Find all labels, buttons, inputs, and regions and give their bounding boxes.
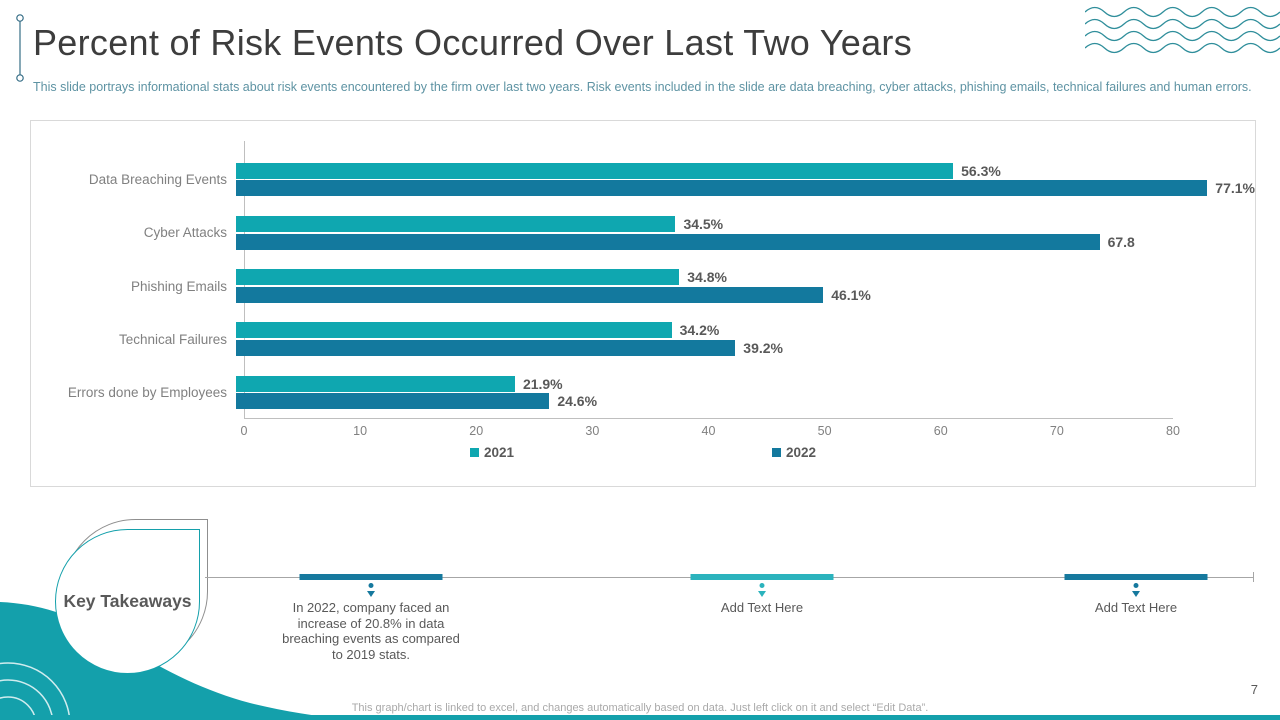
bar-value-label: 21.9% — [522, 375, 563, 392]
timeline-caption: In 2022, company faced an increase of 20… — [282, 600, 460, 662]
chart-row: Data Breaching Events 56.3% 77.1% — [31, 153, 1255, 206]
bar-line: 34.8% — [236, 269, 1255, 286]
timeline-end-tick — [1253, 572, 1254, 582]
bar-line: 21.9% — [236, 375, 1255, 392]
timeline-segment — [690, 574, 834, 580]
bar-value-label: 34.8% — [687, 269, 727, 286]
x-axis-tick-label: 0 — [240, 424, 248, 438]
bar-value-label: 34.2% — [679, 322, 720, 339]
page-title: Percent of Risk Events Occurred Over Las… — [33, 22, 913, 63]
bar-line: 34.2% — [236, 322, 1255, 339]
bar-line: 34.5% — [236, 216, 1255, 233]
bar-group: 56.3% 77.1% — [236, 161, 1255, 198]
timeline-arrow-down-icon — [758, 591, 766, 597]
x-axis-tick-label: 50 — [817, 424, 832, 438]
bar-2021 — [236, 162, 954, 179]
timeline-segment — [299, 574, 443, 580]
bar-2021 — [236, 322, 672, 339]
chart-row: Cyber Attacks 34.5% 67.8 — [31, 206, 1255, 259]
category-label: Phishing Emails — [130, 278, 227, 294]
x-axis-tick-label: 80 — [1166, 424, 1180, 438]
chart-panel[interactable]: Data Breaching Events 56.3% 77.1% Cyber Att… — [30, 120, 1256, 487]
timeline-arrow-down-icon — [367, 591, 375, 597]
bar-line: 67.8 — [236, 233, 1255, 250]
chart-legend: 2021 2022 — [31, 445, 1255, 460]
bar-value-label: 34.5% — [683, 216, 724, 233]
footer-note: This graph/chart is linked to excel, and… — [351, 702, 929, 714]
title-accent-line-icon — [16, 14, 24, 82]
bar-2022 — [236, 339, 736, 356]
category-label: Errors done by Employees — [67, 384, 227, 400]
page-number: 7 — [1250, 682, 1258, 697]
legend-label: 2021 — [483, 445, 514, 460]
bar-line: 46.1% — [236, 286, 1255, 303]
bar-value-label: 77.1% — [1215, 180, 1255, 197]
timeline-caption-placeholder[interactable]: Add Text Here — [720, 600, 804, 615]
x-axis-tick-label: 30 — [585, 424, 600, 438]
bar-2021 — [236, 269, 680, 286]
bar-2022 — [236, 286, 824, 303]
timeline-dot-icon — [1133, 583, 1139, 588]
x-axis-tick-label: 40 — [701, 424, 716, 438]
timeline-dot-icon — [759, 583, 765, 588]
category-label: Technical Failures — [118, 331, 227, 347]
bar-2021 — [236, 375, 515, 392]
bar-group: 34.5% 67.8 — [236, 215, 1255, 252]
bar-line: 39.2% — [236, 339, 1255, 356]
page-subtitle: This slide portrays informational stats … — [33, 80, 1252, 94]
legend-label: 2022 — [786, 445, 817, 460]
wave-lines-icon — [1085, 6, 1280, 54]
timeline-dot-icon — [368, 583, 374, 588]
timeline-segment — [1064, 574, 1208, 580]
bar-value-label: 67.8 — [1107, 233, 1135, 250]
timeline-caption-placeholder[interactable]: Add Text Here — [1094, 600, 1178, 615]
x-axis-ticks: 0 10 20 30 40 50 60 70 80 — [240, 424, 1180, 440]
bar-value-label: 46.1% — [831, 286, 871, 303]
takeaways-heading: Key Takeaways — [63, 591, 192, 611]
bottom-accent-strip — [0, 715, 1280, 720]
bar-2022 — [236, 180, 1208, 197]
bar-group: 34.2% 39.2% — [236, 321, 1255, 358]
legend-item: 2022 — [772, 445, 816, 460]
legend-item: 2021 — [469, 445, 514, 460]
chart-rows: Data Breaching Events 56.3% 77.1% Cyber Att… — [31, 153, 1255, 419]
bar-line: 24.6% — [236, 393, 1255, 410]
bar-2022 — [236, 233, 1100, 250]
chart-row: Errors done by Employees 21.9% 24.6% — [31, 366, 1255, 419]
legend-swatch-icon — [469, 448, 479, 457]
bar-value-label: 39.2% — [743, 339, 783, 356]
timeline-arrow-down-icon — [1132, 591, 1140, 597]
x-axis-tick-label: 10 — [353, 424, 368, 438]
chart-row: Phishing Emails 34.8% 46.1% — [31, 259, 1255, 312]
takeaways-shape: Key Takeaways — [55, 529, 200, 674]
bar-group: 34.8% 46.1% — [236, 268, 1255, 305]
category-label: Data Breaching Events — [88, 172, 227, 188]
x-axis-tick-label: 20 — [469, 424, 484, 438]
bar-line: 77.1% — [236, 180, 1255, 197]
bar-2021 — [236, 216, 676, 233]
bar-2022 — [236, 393, 550, 410]
x-axis-tick-label: 70 — [1049, 424, 1064, 438]
category-label: Cyber Attacks — [143, 225, 227, 241]
x-axis-tick-label: 60 — [933, 424, 948, 438]
chart-row: Technical Failures 34.2% 39.2% — [31, 313, 1255, 366]
legend-swatch-icon — [772, 448, 781, 457]
bar-value-label: 24.6% — [557, 393, 598, 410]
bar-value-label: 56.3% — [961, 162, 1001, 179]
x-axis-line — [244, 418, 1173, 419]
bar-line: 56.3% — [236, 162, 1255, 179]
bar-group: 21.9% 24.6% — [236, 374, 1255, 411]
